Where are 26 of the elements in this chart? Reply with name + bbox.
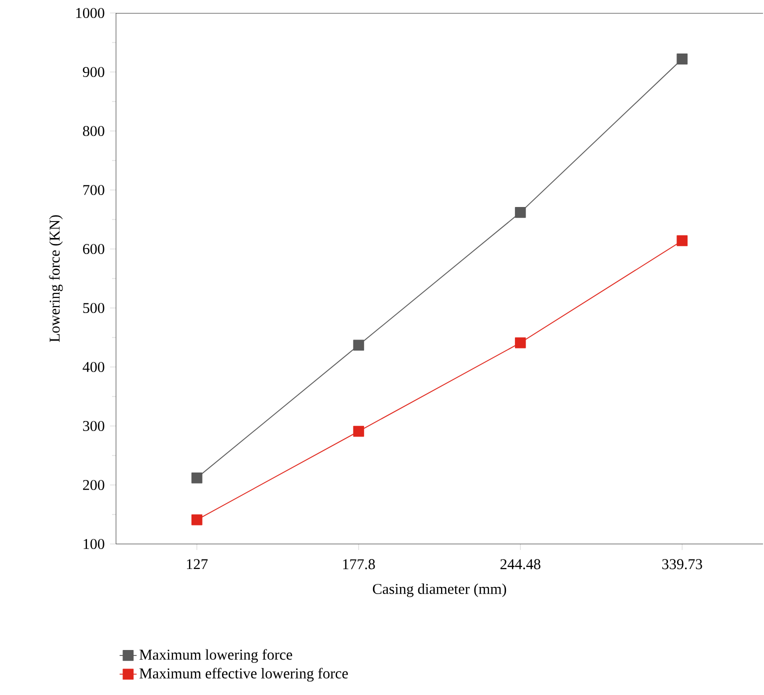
y-tick-label: 400 bbox=[82, 362, 104, 372]
y-tick-label: 500 bbox=[83, 302, 104, 314]
point bbox=[514, 337, 526, 348]
y-tick-label: 900 bbox=[82, 66, 104, 78]
y-tick-label: 600 bbox=[83, 244, 104, 254]
y-tick-label: 800 bbox=[82, 126, 104, 136]
y-tick-label: 1000 bbox=[76, 8, 104, 18]
point bbox=[676, 235, 688, 246]
point bbox=[191, 472, 202, 484]
x-tick-label: 244.48 bbox=[500, 559, 540, 570]
x-tick-label: 339.73 bbox=[662, 559, 702, 570]
point bbox=[676, 54, 688, 64]
y-tick-label: 100 bbox=[84, 538, 104, 550]
y-tick-label: 700 bbox=[83, 184, 104, 196]
point bbox=[353, 426, 364, 437]
point bbox=[353, 340, 364, 351]
legend-label: Maximum effective lowering force bbox=[140, 668, 348, 682]
point bbox=[191, 514, 202, 526]
x-tick-label: 127 bbox=[186, 559, 208, 570]
y-tick-label: 300 bbox=[83, 420, 104, 432]
y-tick-label: 200 bbox=[83, 480, 104, 490]
legend-label: Maximum lowering force bbox=[140, 649, 292, 663]
y-axis-title: Lowering force (KN) bbox=[49, 215, 63, 342]
point bbox=[514, 206, 526, 218]
x-tick-label: 177.8 bbox=[343, 559, 375, 570]
x-axis-title: Casing diameter (mm) bbox=[372, 583, 506, 598]
